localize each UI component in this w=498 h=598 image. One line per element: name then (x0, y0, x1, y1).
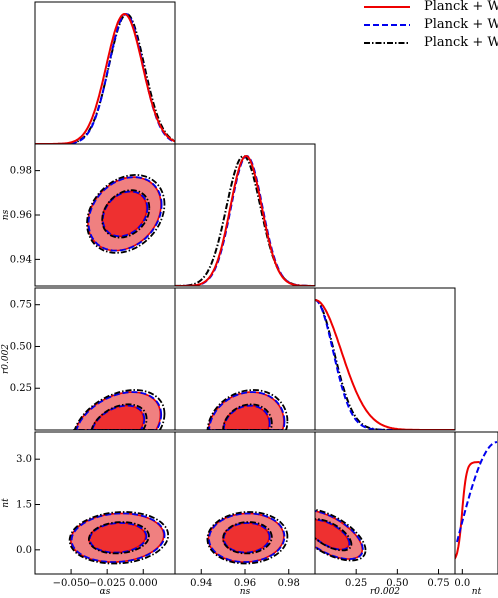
y-tick-label: 1.5 (16, 500, 32, 511)
legend-line-dashdot (364, 42, 410, 44)
panel-frame (314, 287, 456, 431)
marginal-curve (455, 461, 480, 560)
contour-line (315, 508, 367, 562)
legend-line-dashed (364, 24, 410, 26)
contour-line (101, 189, 151, 239)
contour-panel-n_s-r (206, 389, 289, 430)
marginal-n-t (455, 441, 498, 560)
y-tick-label: 0.25 (10, 383, 32, 394)
x-tick-label: −0.025 (89, 578, 126, 589)
x-tick-label: 0.000 (129, 578, 158, 589)
contour-panel-alpha_s-r (73, 389, 166, 430)
marginal-curve (175, 154, 315, 286)
contour-line (87, 521, 150, 555)
x-tick-label: 0.98 (278, 578, 300, 589)
x-tick-label: 0.96 (234, 578, 256, 589)
y-tick-label: 3.0 (16, 454, 32, 465)
contour-line (70, 512, 166, 564)
contour-line (222, 522, 271, 554)
y-tick-label: 0.98 (10, 166, 32, 177)
marginal-curve (315, 299, 455, 430)
contour-line (206, 511, 289, 565)
y-axis-label: r0.002 (1, 344, 11, 374)
marginal-alpha-s (35, 12, 175, 144)
x-axis-label: r0.002 (370, 587, 400, 597)
contour-line (68, 511, 170, 565)
marginal-curve (456, 441, 498, 543)
x-tick-label: 0.25 (345, 578, 367, 589)
contour-panel-alpha_s-n_s (86, 173, 166, 254)
contour-line (86, 173, 166, 254)
x-tick-label: 0.75 (427, 578, 449, 589)
y-tick-label: 0.75 (10, 300, 32, 311)
marginal-curve (315, 299, 455, 430)
y-axis-label: ns (1, 209, 11, 220)
x-axis-label: ns (240, 587, 251, 597)
marginal-r (315, 299, 455, 430)
legend-entry: Planck + WP (362, 18, 498, 36)
contour-line (88, 521, 148, 554)
marginal-curve (175, 154, 315, 286)
legend-label: Planck + WP (424, 35, 498, 50)
x-tick-label: −0.050 (53, 578, 90, 589)
legend-entry: Planck + WP (362, 36, 498, 54)
marginal-curve (175, 155, 315, 286)
contour-line (222, 521, 273, 555)
contour-panel-alpha_s-n_t (68, 511, 170, 565)
contour-panel-n_s-n_t (206, 511, 289, 565)
contour-line (91, 404, 146, 430)
legend: Planck + WP Planck + WP Planck + WP (362, 0, 498, 54)
y-tick-label: 0.96 (10, 210, 32, 221)
y-axis-label: nt (1, 498, 11, 508)
legend-entry: Planck + WP (362, 0, 498, 18)
x-axis-label: αs (100, 587, 111, 597)
x-tick-label: 0.50 (386, 578, 408, 589)
y-tick-label: 0.50 (10, 341, 32, 352)
panel-frame (174, 143, 316, 287)
contour-line (101, 190, 149, 238)
contour-line (73, 389, 166, 430)
contour-line (206, 389, 289, 430)
x-tick-label: 0.94 (190, 578, 212, 589)
x-tick-label: 0.0 (454, 578, 470, 589)
y-tick-label: 0.0 (16, 545, 32, 556)
marginal-curve (35, 12, 175, 144)
legend-label: Planck + WP (424, 17, 498, 32)
marginal-curve (315, 299, 455, 430)
contour-panel-r-n_t (315, 508, 367, 562)
legend-line-solid (364, 6, 410, 8)
marginal-n-s (175, 154, 315, 286)
contour-line (222, 404, 271, 430)
x-axis-label: nt (472, 587, 482, 597)
legend-label: Planck + WP (424, 0, 498, 14)
panel-frame (454, 431, 498, 575)
contour-line (315, 510, 364, 560)
y-tick-label: 0.94 (10, 254, 32, 265)
contour-line (315, 519, 351, 551)
contour-line (315, 518, 353, 552)
contour-line (208, 512, 286, 563)
